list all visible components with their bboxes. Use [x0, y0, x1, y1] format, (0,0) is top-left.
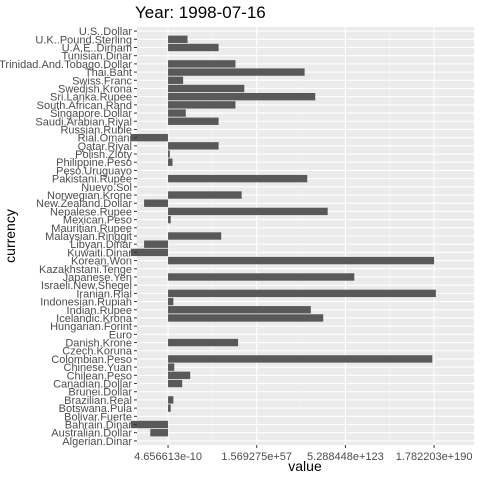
y-tick-label: Libyan.Dinar [70, 239, 132, 251]
bar [168, 215, 171, 224]
bar [168, 338, 239, 347]
y-tick-label: Korean.Won [71, 256, 132, 268]
y-tick-label: Brunei.Dollar [68, 387, 132, 399]
y-tick-label: Singapore.Dollar [50, 108, 132, 120]
bar [168, 232, 222, 240]
y-tick-label: Swedish.Krona [58, 83, 133, 95]
y-tick-label: U.A.E..Dirham [62, 42, 132, 54]
y-tick-label: Philippine.Peso [56, 157, 132, 169]
y-tick-label: Swiss.Franc [72, 75, 132, 87]
y-tick-label: Kazakhstani.Tenge [39, 264, 132, 276]
x-tick-label: 4.656613e-10 [134, 451, 202, 463]
y-tick-label: Nepalese.Rupee [50, 206, 132, 218]
y-tick-label: Bolivar.Fuerte [64, 411, 132, 423]
y-tick-label: Algerian.Dinar [62, 436, 132, 448]
y-tick-label: Israeli.New.Shegel [41, 280, 132, 292]
y-tick-label: Saudi.Arabian.Riyal [35, 116, 132, 128]
y-tick-label: Trinidad.And.Tobago.Dollar [0, 59, 132, 71]
bar [130, 133, 169, 142]
y-tick-label: South.African.Rand [37, 100, 132, 112]
y-tick-label: Qatar.Riyal [78, 141, 132, 153]
y-tick-label: Kuwaiti.Dinar [67, 247, 132, 259]
y-tick-label: Colombian.Peso [51, 354, 132, 366]
bar [168, 306, 311, 314]
bars [130, 35, 436, 437]
y-tick-label: Icelandic.Krona [56, 313, 133, 325]
y-tick-label: Malaysian.Ringgit [45, 231, 132, 243]
y-tick-label: Nuevo.Sol [81, 182, 132, 194]
y-tick-label: Indian.Rupee [67, 305, 132, 317]
y-tick-label: Tunisian.Dinar [61, 51, 132, 63]
bar [130, 420, 169, 429]
bar [168, 314, 324, 322]
bar [168, 60, 236, 68]
x-axis-title: value [288, 458, 322, 474]
y-tick-label: Sri.Lanka.Rupee [50, 92, 132, 104]
y-tick-label: Norwegian.Krone [47, 190, 132, 202]
y-tick-label: Czech.Koruna [62, 346, 133, 358]
bar [168, 297, 174, 306]
y-tick-label: Mauritian.Rupee [51, 223, 132, 235]
bar [168, 256, 435, 265]
bar [168, 142, 219, 150]
y-tick-label: Pakistani.Rupee [52, 174, 132, 186]
bar [168, 396, 174, 404]
bar [144, 199, 169, 207]
x-tick-label: 5.288448e+123 [307, 451, 384, 463]
bar [168, 363, 175, 371]
y-tick-label: U.K..Pound.Sterling [35, 34, 132, 46]
y-tick-label: Australian.Dollar [51, 428, 132, 440]
bar [168, 404, 171, 412]
bar [168, 92, 316, 101]
bar [130, 248, 169, 257]
bar [168, 371, 191, 380]
y-tick-label: Russian.Ruble [60, 124, 132, 136]
bar [168, 101, 236, 109]
bar [168, 355, 433, 363]
y-tick-label: Chinese.Yuan [64, 362, 133, 374]
y-tick-label: Thai.Baht [85, 67, 132, 79]
bar [168, 117, 219, 125]
bar [168, 84, 245, 93]
bar [144, 240, 169, 248]
y-tick-label: U.S..Dollar [79, 26, 133, 38]
y-tick-label: Japanese.Yen [63, 272, 132, 284]
chart-title: Year: 1998-07-16 [135, 3, 266, 22]
x-tick-labels: 4.656613e-10 1.569275e+57 5.288448e+123 1.7… [134, 445, 472, 463]
bar [168, 379, 183, 388]
bar [168, 150, 170, 158]
bar [168, 109, 186, 117]
bar [168, 207, 328, 216]
bar [168, 289, 436, 298]
bar [168, 174, 308, 183]
y-tick-label: Botswana.Pula [59, 403, 133, 415]
bar [168, 76, 184, 84]
y-tick-label: Bahrain.Dinar [65, 420, 133, 432]
x-tick-label: 1.569275e+57 [221, 451, 292, 463]
y-tick-labels: U.S..DollarU.K..Pound.SterlingU.A.E..Dir… [0, 26, 137, 448]
y-tick-label: New.Zealand.Dollar [36, 198, 132, 210]
y-tick-label: Rial.Omani [78, 133, 132, 145]
y-tick-label: Peso.Uruguayo [56, 165, 132, 177]
bar [168, 191, 242, 199]
bar [168, 35, 188, 43]
y-tick-label: Canadian.Dollar [53, 379, 132, 391]
y-tick-label: Brazilian.Real [64, 395, 132, 407]
y-tick-label: Mexican.Peso [63, 215, 132, 227]
y-tick-label: Hungarian.Forint [50, 321, 132, 333]
y-tick-label: Chilean.Peso [67, 370, 132, 382]
y-tick-label: Polish.Zloty [75, 149, 132, 161]
bar [168, 273, 355, 281]
y-tick-label: Iranian.Rial [76, 288, 132, 300]
bar [168, 43, 219, 52]
y-tick-label: Danish.Krone [65, 338, 132, 350]
bar [168, 68, 305, 76]
bar [168, 158, 173, 166]
bar [150, 429, 169, 437]
y-axis-title: currency [2, 209, 18, 263]
x-tick-label: 1.782203e+190 [396, 451, 473, 463]
y-tick-label: Indonesian.Rupiah [40, 297, 132, 309]
y-tick-label: Euro [109, 329, 132, 341]
